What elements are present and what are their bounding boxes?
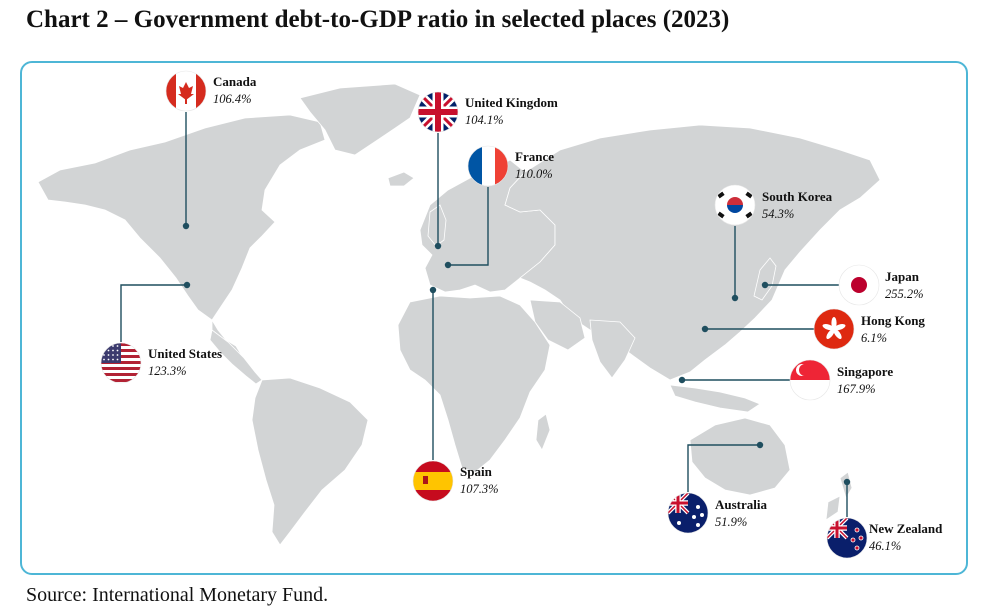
label-value-skorea: 54.3%	[762, 207, 794, 221]
label-value-canada: 106.4%	[213, 92, 252, 106]
india-landmass	[589, 319, 636, 379]
leader-line-au	[687, 444, 760, 492]
label-name-skorea: South Korea	[762, 189, 833, 204]
label-name-us: United States	[148, 346, 222, 361]
label-value-sg: 167.9%	[837, 382, 876, 396]
label-value-au: 51.9%	[715, 515, 747, 529]
label-value-spain: 107.3%	[460, 482, 499, 496]
greenland-landmass	[299, 83, 421, 156]
chart-title: Chart 2 – Government debt-to-GDP ratio i…	[26, 6, 730, 33]
location-dot-us	[183, 281, 191, 289]
leader-line-us	[120, 284, 187, 342]
label-value-uk: 104.1%	[465, 113, 504, 127]
label-value-nz: 46.1%	[869, 539, 901, 553]
label-name-france: France	[515, 149, 554, 164]
land-masses	[37, 83, 881, 546]
leader-line-france	[448, 187, 489, 266]
flag-icon-spain	[412, 460, 454, 502]
location-dot-france	[444, 261, 452, 269]
location-dot-spain	[429, 286, 437, 294]
flag-icon-japan	[838, 264, 880, 306]
label-value-france: 110.0%	[515, 167, 553, 181]
flag-icon-canada	[165, 70, 207, 112]
label-value-us: 123.3%	[148, 364, 187, 378]
location-dot-japan	[761, 281, 769, 289]
flag-icon-new-zealand	[826, 517, 868, 559]
japan-landmass	[753, 257, 777, 301]
asia-landmass	[504, 124, 881, 381]
sea-islands-landmass	[669, 384, 761, 413]
location-dot-skorea	[731, 294, 739, 302]
uk-landmass	[427, 204, 447, 247]
flag-icon-south-korea	[714, 184, 756, 226]
label-name-japan: Japan	[885, 269, 920, 284]
label-name-spain: Spain	[460, 464, 493, 479]
label-name-nz: New Zealand	[869, 521, 943, 536]
flag-icon-usa	[100, 342, 142, 384]
leader-lines	[120, 112, 851, 517]
australia-landmass	[689, 417, 791, 496]
label-name-hk: Hong Kong	[861, 313, 925, 328]
location-dot-sg	[678, 376, 686, 384]
location-dot-hk	[701, 325, 709, 333]
source-note: Source: International Monetary Fund.	[26, 584, 329, 606]
label-name-au: Australia	[715, 497, 768, 512]
location-dot-au	[756, 441, 764, 449]
label-name-sg: Singapore	[837, 364, 893, 379]
flag-icon-france	[467, 145, 509, 187]
flag-icon-australia	[667, 492, 709, 534]
flag-icon-singapore	[789, 359, 831, 401]
label-value-japan: 255.2%	[885, 287, 924, 301]
label-name-canada: Canada	[213, 74, 257, 89]
flag-icon-uk	[417, 91, 459, 133]
location-dot-nz	[843, 478, 851, 486]
nz-south-landmass	[825, 495, 841, 521]
label-name-uk: United Kingdom	[465, 95, 558, 110]
madagascar-landmass	[535, 413, 551, 451]
south-america-landmass	[251, 377, 369, 546]
north-america-landmass	[37, 114, 326, 373]
location-dot-canada	[182, 222, 190, 230]
location-dot-uk	[434, 242, 442, 250]
flag-icon-hong-kong	[813, 308, 855, 350]
africa-landmass	[397, 295, 551, 473]
entry-markers: Canada 106.4% United Kingdom 104.1% France 11…	[100, 70, 943, 559]
central-america-landmass	[209, 329, 263, 385]
label-value-hk: 6.1%	[861, 331, 887, 345]
iceland-landmass	[387, 171, 415, 187]
